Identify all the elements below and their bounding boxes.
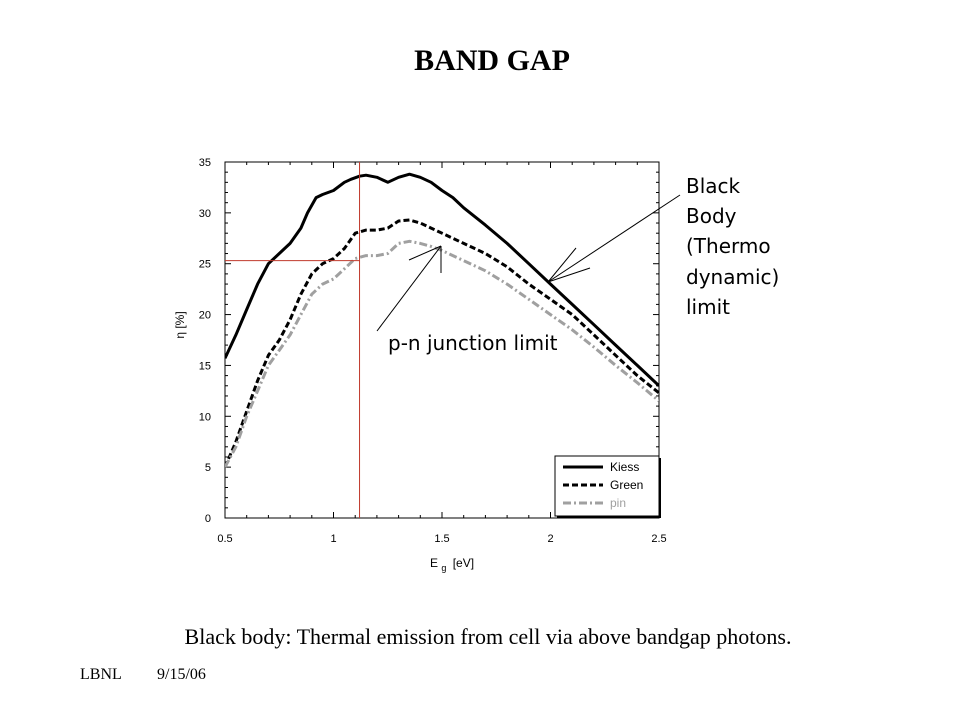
legend-kiess-label: Kiess bbox=[610, 460, 639, 474]
x-axis-label-sub: g bbox=[441, 563, 446, 573]
slide-caption: Black body: Thermal emission from cell v… bbox=[184, 624, 792, 649]
series-layer bbox=[225, 172, 659, 468]
blackbody-line-2: Body bbox=[686, 204, 737, 228]
pn-junction-annotation: p-n junction limit bbox=[388, 331, 558, 355]
series-line-kiess bbox=[225, 172, 659, 387]
x-axis-label-unit: [eV] bbox=[453, 556, 474, 570]
y-axis-label: η [%] bbox=[173, 311, 187, 338]
blackbody-arrowhead-1 bbox=[547, 247, 577, 283]
blackbody-arrow bbox=[547, 194, 681, 283]
x-tick-label-3: 2 bbox=[547, 533, 553, 545]
footer-org: LBNL bbox=[80, 666, 122, 683]
blackbody-line-4: dynamic) bbox=[686, 265, 779, 289]
y-tick-label-7: 35 bbox=[199, 157, 211, 169]
y-tick-label-3: 15 bbox=[199, 360, 211, 372]
y-tick-label-4: 20 bbox=[199, 310, 211, 322]
x-axis-label: E g [eV] bbox=[430, 556, 474, 574]
y-tick-label-5: 25 bbox=[199, 259, 211, 271]
x-tick-label-1: 1 bbox=[330, 533, 336, 545]
series-line-green bbox=[225, 218, 659, 468]
legend-box bbox=[554, 455, 660, 517]
blackbody-line-3: (Thermo bbox=[686, 234, 771, 258]
y-tick-label-6: 30 bbox=[199, 208, 211, 220]
legend-green-label: Green bbox=[610, 478, 643, 492]
y-tick-label-1: 5 bbox=[205, 462, 211, 474]
x-axis-label-main: E bbox=[430, 556, 438, 570]
slide-title: BAND GAP bbox=[414, 44, 570, 77]
series-line-pin bbox=[225, 239, 659, 468]
footer-date: 9/15/06 bbox=[157, 666, 206, 683]
blackbody-line-1: Black bbox=[686, 174, 741, 198]
x-tick-label-2: 1.5 bbox=[434, 533, 449, 545]
axis-ticks: 0.5 1 1.5 2 2.5 0 5 10 15 20 25 30 35 bbox=[199, 157, 667, 545]
reference-lines bbox=[225, 162, 361, 518]
y-tick-label-2: 10 bbox=[199, 411, 211, 423]
y-tick-label-0: 0 bbox=[205, 513, 211, 525]
legend-pin-label: pin bbox=[610, 496, 626, 510]
blackbody-line-5: limit bbox=[686, 295, 730, 319]
blackbody-annotation: Black Body (Thermo dynamic) limit bbox=[686, 174, 786, 319]
x-tick-label-4: 2.5 bbox=[651, 533, 666, 545]
pn-arrowhead-2 bbox=[408, 245, 442, 261]
x-tick-label-0: 0.5 bbox=[217, 533, 232, 545]
pn-arrow bbox=[376, 245, 442, 332]
blackbody-arrowhead-2 bbox=[547, 267, 591, 283]
